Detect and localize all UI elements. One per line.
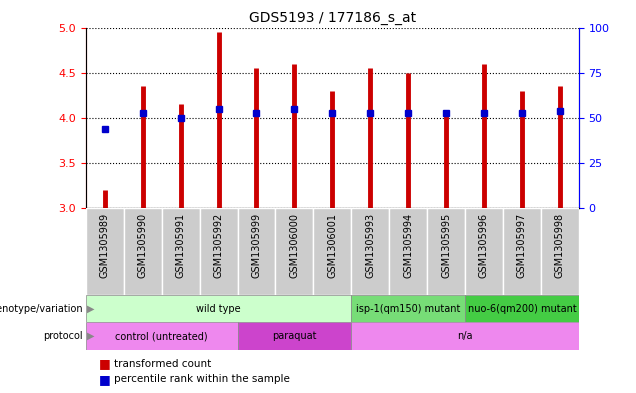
Text: wild type: wild type — [197, 303, 241, 314]
Bar — [237, 208, 275, 295]
Title: GDS5193 / 177186_s_at: GDS5193 / 177186_s_at — [249, 11, 416, 25]
Bar — [389, 208, 427, 295]
Text: isp-1(qm150) mutant: isp-1(qm150) mutant — [356, 303, 460, 314]
Text: GSM1305990: GSM1305990 — [138, 213, 148, 278]
Text: paraquat: paraquat — [272, 331, 317, 341]
Bar — [86, 295, 351, 322]
Bar — [465, 295, 579, 322]
Text: GSM1305992: GSM1305992 — [214, 213, 224, 278]
Text: GSM1305993: GSM1305993 — [365, 213, 375, 278]
Text: GSM1305994: GSM1305994 — [403, 213, 413, 278]
Bar — [162, 208, 200, 295]
Text: ■: ■ — [99, 373, 110, 386]
Text: GSM1305997: GSM1305997 — [517, 213, 527, 278]
Bar — [351, 208, 389, 295]
Text: GSM1305996: GSM1305996 — [479, 213, 489, 278]
Bar — [124, 208, 162, 295]
Bar — [351, 322, 579, 350]
Text: ▶: ▶ — [87, 303, 95, 314]
Text: GSM1306000: GSM1306000 — [289, 213, 300, 277]
Text: transformed count: transformed count — [114, 358, 212, 369]
Bar — [275, 208, 314, 295]
Bar — [351, 295, 465, 322]
Text: GSM1305999: GSM1305999 — [251, 213, 261, 278]
Bar — [86, 208, 124, 295]
Text: ■: ■ — [99, 357, 110, 370]
Text: nuo-6(qm200) mutant: nuo-6(qm200) mutant — [467, 303, 576, 314]
Bar — [86, 322, 237, 350]
Text: GSM1305998: GSM1305998 — [555, 213, 565, 278]
Bar — [427, 208, 465, 295]
Bar — [465, 208, 503, 295]
Text: n/a: n/a — [457, 331, 473, 341]
Bar — [314, 208, 351, 295]
Text: GSM1305991: GSM1305991 — [176, 213, 186, 278]
Text: genotype/variation: genotype/variation — [0, 303, 83, 314]
Bar — [541, 208, 579, 295]
Text: GSM1306001: GSM1306001 — [328, 213, 337, 277]
Text: control (untreated): control (untreated) — [115, 331, 208, 341]
Bar — [503, 208, 541, 295]
Text: percentile rank within the sample: percentile rank within the sample — [114, 374, 291, 384]
Text: protocol: protocol — [43, 331, 83, 341]
Text: ▶: ▶ — [87, 331, 95, 341]
Text: GSM1305995: GSM1305995 — [441, 213, 451, 278]
Bar — [237, 322, 351, 350]
Text: GSM1305989: GSM1305989 — [100, 213, 110, 278]
Bar — [200, 208, 237, 295]
